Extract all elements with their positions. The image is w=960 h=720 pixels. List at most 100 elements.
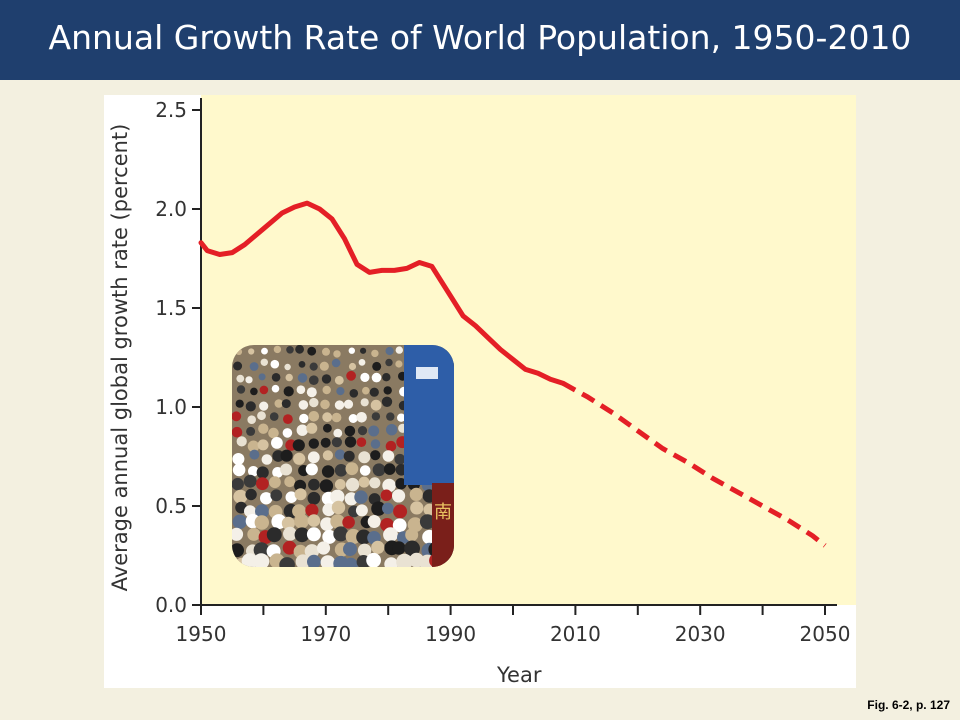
crowd-person — [319, 361, 329, 371]
crowd-person — [342, 516, 355, 529]
crowd-person — [322, 529, 337, 544]
crowd-person — [383, 527, 398, 543]
crowd-person — [254, 515, 269, 530]
crowd-person — [305, 463, 318, 476]
crowd-person — [307, 451, 320, 464]
y-ticks: 0.0 0.5 1.0 1.5 2.0 2.5 — [155, 98, 201, 617]
crowd-person — [370, 450, 381, 461]
y-tick-label: 1.5 — [155, 296, 187, 320]
crowd-person — [358, 476, 370, 488]
crowd-person — [299, 413, 309, 424]
crowd-person — [405, 528, 419, 542]
crowd-person — [271, 373, 281, 382]
crowd-person — [243, 474, 257, 488]
crowd-person — [369, 387, 379, 397]
crowd-person — [309, 375, 319, 386]
crowd-person — [334, 375, 344, 385]
crowd-person — [266, 527, 282, 543]
crowd-person — [316, 541, 331, 555]
crowd-person — [397, 413, 406, 422]
crowd-person — [294, 513, 309, 529]
crowd-photo: 南 — [232, 345, 454, 567]
crowd-person — [371, 540, 385, 554]
shop-sign-glyph: 南 — [434, 502, 452, 523]
x-axis-label: Year — [496, 663, 542, 687]
crowd-person — [307, 346, 317, 356]
crowd-person — [255, 504, 269, 519]
crowd-person — [260, 358, 268, 366]
crowd-person — [384, 557, 399, 567]
crowd-person — [282, 428, 293, 438]
crowd-person — [292, 439, 305, 452]
crowd-person — [321, 465, 335, 478]
crowd-person — [349, 389, 359, 398]
crowd-person — [320, 437, 331, 448]
crowd-person — [273, 345, 282, 354]
crowd-person — [360, 347, 367, 354]
crowd-person — [253, 542, 270, 558]
crowd-person — [284, 363, 291, 371]
crowd-person — [383, 463, 396, 475]
crowd-person — [270, 489, 283, 502]
crowd-person — [308, 438, 319, 449]
crowd-person — [247, 415, 256, 425]
x-tick-label: 1970 — [300, 622, 351, 646]
crowd-person — [248, 348, 255, 355]
crowd-person — [386, 424, 398, 436]
crowd-person — [320, 555, 336, 567]
crowd-person — [306, 387, 317, 398]
crowd-person — [358, 451, 371, 464]
crowd-person — [269, 412, 279, 421]
crowd-person — [409, 487, 423, 501]
crowd-person — [233, 489, 248, 504]
crowd-person — [404, 540, 420, 557]
crowd-person — [382, 502, 394, 515]
crowd-person — [322, 412, 333, 423]
shop-sign — [432, 483, 454, 567]
crowd-person — [305, 503, 319, 517]
crowd-person — [306, 527, 321, 542]
crowd-person — [392, 489, 406, 503]
y-tick-label: 0.5 — [155, 494, 187, 518]
crowd-person — [360, 398, 369, 407]
crowd-person — [370, 439, 381, 449]
crowd-person — [356, 412, 367, 423]
crowd-person — [285, 491, 298, 504]
crowd-person — [232, 514, 247, 529]
crowd-person — [249, 449, 260, 460]
crowd-person — [236, 385, 246, 394]
y-axis-label: Average annual global growth rate (perce… — [108, 124, 132, 592]
crowd-person — [250, 387, 258, 396]
crowd-person — [385, 358, 393, 367]
crowd-person — [283, 414, 293, 424]
crowd-person — [253, 553, 270, 567]
crowd-person — [280, 449, 293, 462]
crowd-person — [410, 501, 424, 515]
crowd-person — [393, 504, 408, 519]
crowd-person — [382, 373, 391, 382]
crowd-person — [348, 362, 357, 371]
crowd-person — [322, 385, 331, 395]
x-tick-label: 2010 — [550, 622, 601, 646]
crowd-person — [246, 426, 256, 436]
crowd-person — [295, 554, 311, 567]
crowd-person — [232, 477, 244, 491]
crowd-person — [371, 501, 386, 516]
crowd-person — [371, 349, 379, 358]
crowd-person — [308, 478, 320, 491]
crowd-person — [396, 553, 413, 567]
crowd-person — [333, 428, 343, 438]
crowd-person — [257, 411, 266, 421]
crowd-person — [369, 477, 381, 489]
crowd-person — [232, 453, 245, 465]
crowd-person — [233, 361, 243, 371]
crowd-person — [294, 488, 307, 501]
crowd-person — [385, 346, 394, 356]
crowd-person — [307, 514, 321, 527]
crowd-person — [281, 399, 291, 409]
crowd-person — [380, 489, 393, 502]
crowd-person — [259, 385, 269, 395]
crowd-person — [322, 347, 330, 356]
crowd-person — [321, 374, 332, 384]
crowd-person — [330, 489, 345, 504]
